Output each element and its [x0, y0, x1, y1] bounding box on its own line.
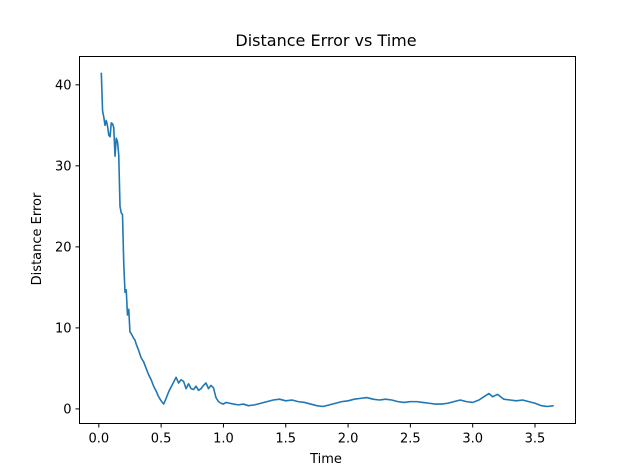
chart-title: Distance Error vs Time: [235, 31, 416, 50]
y-tick-label: 20: [55, 240, 72, 255]
y-tick-label: 10: [55, 321, 72, 336]
axes: 0.0 0.5 1.0 1.5 2.0 2.5 3.0 3.5 0 10 20 30 40: [55, 78, 545, 446]
x-tick-label: 0.0: [88, 432, 109, 447]
x-axis-label: Time: [309, 452, 342, 467]
x-tick-label: 2.0: [338, 432, 359, 447]
x-tick-label: 0.5: [151, 432, 172, 447]
plot-frame: [79, 56, 576, 424]
series-line-0: [100, 72, 554, 408]
x-tick-label: 1.5: [275, 432, 296, 447]
y-tick-label: 40: [55, 78, 72, 93]
y-axis-label: Distance Error: [30, 192, 45, 285]
plot-area: [100, 72, 554, 408]
x-tick-label: 2.5: [400, 432, 421, 447]
x-tick-label: 3.0: [462, 432, 483, 447]
y-tick-label: 30: [55, 159, 72, 174]
y-tick-label: 0: [63, 402, 71, 417]
x-tick-label: 1.0: [213, 432, 234, 447]
x-tick-label: 3.5: [525, 432, 546, 447]
